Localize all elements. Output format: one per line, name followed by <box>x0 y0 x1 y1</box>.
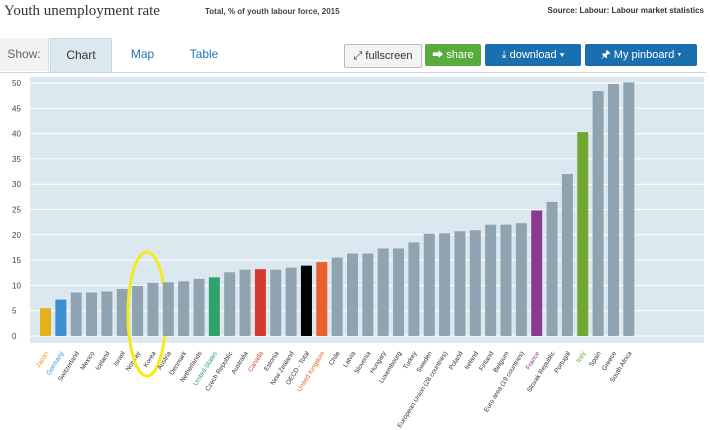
y-tick-label: 0 <box>12 332 17 341</box>
x-tick-label: Iceland <box>95 350 112 372</box>
bar <box>147 282 159 336</box>
bar <box>500 224 512 336</box>
x-tick-label: Canada <box>247 350 265 373</box>
pinboard-button[interactable]: 🖈 My pinboard ▾ <box>585 44 697 66</box>
bar <box>132 285 144 336</box>
bar <box>178 281 190 336</box>
bar <box>193 278 205 336</box>
bar <box>55 299 67 336</box>
source-text: Source: Labour: Labour market statistics <box>547 6 704 15</box>
y-tick-label: 40 <box>12 130 21 139</box>
bar <box>408 242 420 336</box>
bar-chart: 05101520253035404550JapanGermanySwitzerl… <box>12 77 704 429</box>
bar <box>239 269 251 336</box>
x-tick-label: Portugal <box>553 350 572 375</box>
x-tick-label: Spain <box>588 350 603 368</box>
bar <box>208 277 220 336</box>
bar <box>40 308 51 336</box>
bar <box>316 262 328 336</box>
bar <box>577 132 589 336</box>
bar <box>393 248 405 336</box>
page-title: Youth unemployment rate <box>4 3 160 19</box>
fullscreen-label: fullscreen <box>365 50 413 62</box>
bar <box>285 267 297 336</box>
bar <box>623 82 635 336</box>
y-tick-label: 25 <box>12 206 21 215</box>
share-icon: ⮕ <box>432 49 444 61</box>
y-tick-label: 15 <box>12 256 21 265</box>
bar <box>423 233 435 336</box>
bar <box>300 265 312 336</box>
y-tick-label: 10 <box>12 281 21 290</box>
share-label: share <box>446 49 474 61</box>
x-tick-label: Poland <box>448 350 465 371</box>
show-label: Show: <box>0 38 49 71</box>
bar <box>86 292 98 336</box>
expand-arrows-icon: ⤢ <box>353 50 363 62</box>
tab-chart[interactable]: Chart <box>50 38 112 72</box>
bar <box>531 210 543 336</box>
bar <box>224 272 236 336</box>
y-tick-label: 20 <box>12 231 21 240</box>
x-tick-label: Chile <box>328 350 342 367</box>
y-tick-label: 30 <box>12 180 21 189</box>
page-subtitle: Total, % of youth labour force, 2015 <box>205 7 340 16</box>
bar <box>116 288 128 336</box>
x-tick-label: Israel <box>113 350 128 368</box>
bar <box>546 201 558 336</box>
bar <box>347 253 358 336</box>
y-tick-label: 50 <box>12 79 21 88</box>
bar <box>469 230 481 336</box>
bar <box>101 291 113 336</box>
tab-table[interactable]: Table <box>189 47 219 61</box>
x-tick-label: Latvia <box>342 350 357 369</box>
tab-map[interactable]: Map <box>130 47 155 61</box>
bar <box>254 269 266 336</box>
pin-icon: 🖈 <box>600 49 611 61</box>
y-tick-label: 45 <box>12 104 21 113</box>
bar <box>162 282 174 336</box>
pinboard-label: My pinboard <box>613 49 675 61</box>
download-icon: ⤓ <box>501 49 507 61</box>
x-tick-label: Italy <box>575 350 588 364</box>
bar <box>377 248 389 336</box>
bar <box>592 91 604 336</box>
bar <box>607 84 619 337</box>
y-tick-label: 35 <box>12 155 21 164</box>
bar <box>70 292 82 336</box>
bar <box>270 269 282 336</box>
bar <box>362 253 374 336</box>
share-button[interactable]: ⮕ share <box>425 44 481 66</box>
chevron-down-icon: ▾ <box>677 49 682 61</box>
x-tick-label: Japan <box>35 350 51 369</box>
chart-toolbar: Show: Chart Map Table ⤢ fullscreen ⮕ sha… <box>0 38 706 73</box>
download-label: download <box>509 49 557 61</box>
x-tick-label: Korea <box>143 350 158 369</box>
bar <box>561 174 573 336</box>
bar <box>331 257 343 336</box>
bar <box>439 233 451 336</box>
chevron-down-icon: ▾ <box>559 49 565 61</box>
bar <box>485 224 497 336</box>
bar <box>515 223 527 336</box>
download-button[interactable]: ⤓ download ▾ <box>485 44 581 66</box>
fullscreen-button[interactable]: ⤢ fullscreen <box>344 44 422 68</box>
bar <box>454 231 466 336</box>
y-tick-label: 5 <box>12 307 17 316</box>
